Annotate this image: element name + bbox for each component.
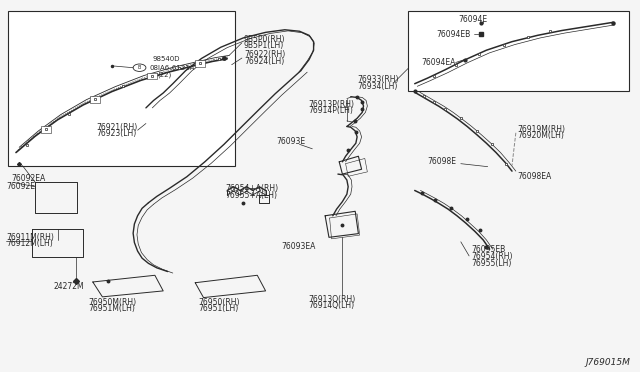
Text: B: B: [138, 65, 141, 70]
Bar: [90, 96, 100, 103]
Text: 76954+A(RH): 76954+A(RH): [225, 185, 278, 193]
Text: 76094EB: 76094EB: [436, 30, 471, 39]
Text: 76098EA: 76098EA: [517, 172, 552, 181]
Bar: [195, 60, 205, 67]
Text: 24272M: 24272M: [53, 282, 84, 291]
Text: 76920M(LH): 76920M(LH): [517, 131, 564, 140]
Bar: [8, 11, 235, 166]
Text: 76923(LH): 76923(LH): [96, 129, 136, 138]
Text: 9B5P0(RH): 9B5P0(RH): [244, 35, 285, 44]
Text: 76914Q(LH): 76914Q(LH): [308, 301, 355, 310]
Text: 76098E: 76098E: [428, 157, 456, 166]
Text: 76922(RH): 76922(RH): [244, 50, 285, 59]
Text: 76955(LH): 76955(LH): [471, 259, 511, 267]
Text: 76092E: 76092E: [6, 182, 35, 191]
Text: 76094E: 76094E: [458, 15, 488, 24]
Text: 76951(LH): 76951(LH): [198, 304, 239, 313]
Text: 76092EA: 76092EA: [12, 174, 46, 183]
Text: 76913P(RH): 76913P(RH): [308, 100, 355, 109]
Text: 76924(LH): 76924(LH): [244, 57, 284, 65]
Text: 76921(RH): 76921(RH): [96, 123, 137, 132]
Text: 76954(RH): 76954(RH): [471, 252, 513, 261]
Text: 76919M(RH): 76919M(RH): [517, 125, 565, 134]
Text: 76950M(RH): 76950M(RH): [88, 298, 136, 307]
Text: 76093E: 76093E: [276, 137, 306, 146]
Bar: [41, 126, 51, 133]
Text: 76094EA: 76094EA: [422, 58, 456, 67]
Text: 76911M(RH): 76911M(RH): [6, 233, 54, 242]
Text: 98540D: 98540D: [152, 56, 180, 62]
Text: (22): (22): [157, 71, 172, 78]
Text: 9B5P1(LH): 9B5P1(LH): [244, 41, 284, 50]
Bar: [147, 73, 157, 79]
Text: 76955+A(LH): 76955+A(LH): [225, 191, 277, 200]
Text: 76912M(LH): 76912M(LH): [6, 239, 53, 248]
Text: 76950(RH): 76950(RH): [198, 298, 240, 307]
Text: 08IA6-6121A: 08IA6-6121A: [149, 65, 195, 71]
Text: J769015M: J769015M: [586, 358, 630, 367]
Text: 76913Q(RH): 76913Q(RH): [308, 295, 356, 304]
Text: 76914P(LH): 76914P(LH): [308, 106, 353, 115]
Text: 76093EA: 76093EA: [282, 242, 316, 251]
Text: 76095EB: 76095EB: [471, 245, 506, 254]
Text: 76933(RH): 76933(RH): [357, 76, 399, 84]
Text: 76934(LH): 76934(LH): [357, 82, 397, 91]
Text: 76951M(LH): 76951M(LH): [88, 304, 135, 313]
Bar: [408, 11, 629, 91]
